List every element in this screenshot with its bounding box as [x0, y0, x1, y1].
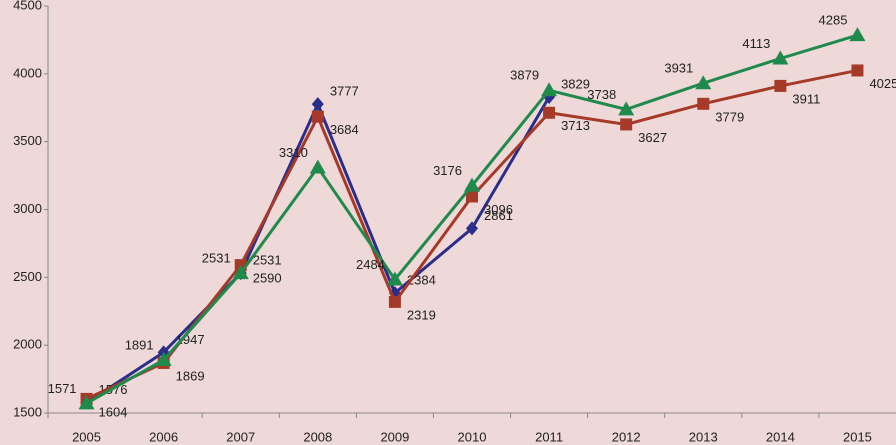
- marker: [311, 110, 324, 123]
- data-label: 3627: [638, 130, 667, 145]
- marker: [386, 271, 403, 286]
- y-tick-label: 2000: [13, 337, 42, 352]
- data-label: 2484: [356, 257, 385, 272]
- data-label: 2861: [484, 208, 513, 223]
- data-label: 3176: [433, 163, 462, 178]
- x-tick-label: 2009: [380, 429, 409, 444]
- data-label: 4025: [869, 76, 896, 91]
- y-tick-label: 2500: [13, 269, 42, 284]
- x-tick-label: 2015: [843, 429, 872, 444]
- y-tick-label: 3500: [13, 133, 42, 148]
- marker: [541, 82, 558, 97]
- data-label: 3738: [587, 87, 616, 102]
- marker: [466, 190, 478, 203]
- data-label: 3931: [664, 61, 693, 76]
- marker: [543, 106, 556, 119]
- y-tick-label: 1500: [13, 404, 42, 419]
- data-label: 4113: [742, 36, 770, 51]
- data-label: 3829: [561, 76, 590, 91]
- data-label: 2531: [202, 251, 231, 266]
- data-label: 1571: [48, 381, 77, 396]
- marker: [851, 64, 864, 77]
- marker: [772, 50, 789, 65]
- x-tick-label: 2006: [149, 429, 178, 444]
- series-line: [85, 33, 858, 405]
- marker: [309, 159, 326, 174]
- data-label: 3911: [792, 91, 820, 106]
- data-label: 4285: [819, 13, 848, 28]
- data-label: 2590: [253, 271, 282, 286]
- x-tick-label: 2005: [72, 429, 101, 444]
- data-label: 2531: [253, 253, 282, 268]
- y-tick-label: 4000: [13, 65, 42, 80]
- x-tick-label: 2008: [303, 429, 332, 444]
- data-label: 3684: [330, 122, 359, 137]
- marker: [849, 27, 866, 42]
- marker: [155, 351, 172, 366]
- data-label: 3779: [715, 109, 744, 124]
- marker: [620, 118, 633, 131]
- y-tick-label: 3000: [13, 201, 42, 216]
- data-label: 3713: [561, 118, 590, 133]
- marker: [697, 97, 710, 110]
- data-label: 2319: [407, 307, 436, 322]
- data-label: 1891: [125, 337, 154, 352]
- x-tick-label: 2011: [535, 429, 563, 444]
- x-tick-label: 2012: [612, 429, 641, 444]
- data-label: 3777: [330, 84, 359, 99]
- x-tick-label: 2013: [689, 429, 718, 444]
- x-tick-label: 2010: [458, 429, 487, 444]
- series-line: [85, 96, 551, 404]
- marker: [232, 265, 249, 280]
- data-label: 1604: [99, 404, 128, 419]
- data-label: 3879: [510, 68, 539, 83]
- marker: [78, 395, 95, 410]
- marker: [311, 97, 324, 112]
- x-tick-label: 2007: [226, 429, 255, 444]
- data-label: 3096: [484, 202, 513, 217]
- data-label: 1869: [176, 368, 205, 383]
- marker: [618, 101, 635, 116]
- data-label: 1947: [176, 332, 205, 347]
- marker: [388, 295, 401, 308]
- data-label: 3310: [279, 145, 308, 160]
- y-tick-label: 4500: [13, 0, 42, 12]
- marker: [466, 221, 478, 236]
- marker: [774, 79, 787, 92]
- marker: [464, 177, 480, 192]
- x-tick-label: 2014: [766, 429, 795, 444]
- marker: [695, 75, 712, 90]
